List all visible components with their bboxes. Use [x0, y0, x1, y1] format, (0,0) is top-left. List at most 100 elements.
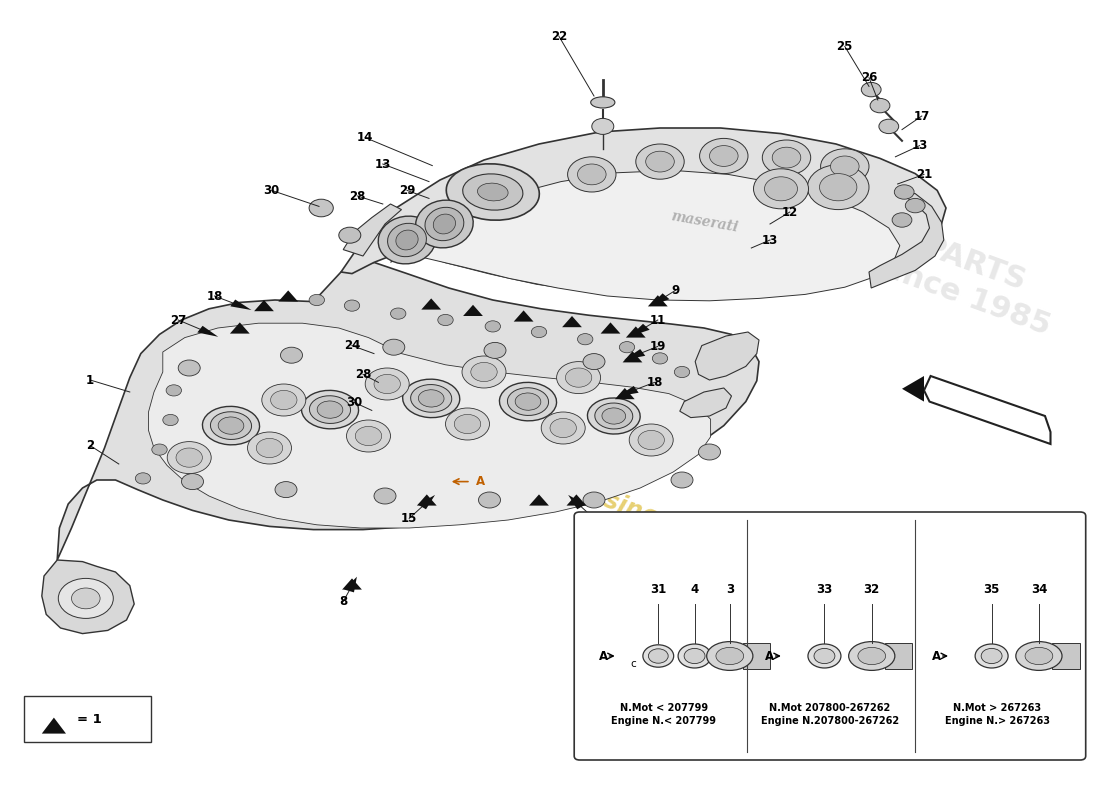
Ellipse shape [210, 412, 252, 439]
Ellipse shape [218, 417, 244, 434]
Text: c: c [630, 659, 636, 669]
Ellipse shape [507, 388, 549, 415]
Polygon shape [230, 299, 252, 310]
Circle shape [446, 408, 490, 440]
FancyBboxPatch shape [574, 512, 1086, 760]
Text: 21: 21 [916, 168, 932, 181]
Circle shape [275, 482, 297, 498]
Circle shape [892, 213, 912, 227]
Ellipse shape [463, 174, 522, 210]
Text: 18: 18 [647, 376, 662, 389]
Text: a passion for parts since 1985: a passion for parts since 1985 [356, 400, 744, 560]
Circle shape [636, 144, 684, 179]
Circle shape [166, 385, 182, 396]
Polygon shape [344, 577, 356, 592]
Text: 24: 24 [344, 339, 360, 352]
Text: 26: 26 [861, 71, 877, 84]
Text: A: A [764, 650, 774, 662]
Polygon shape [648, 295, 668, 306]
Polygon shape [341, 128, 946, 298]
Ellipse shape [410, 385, 452, 412]
Text: 13: 13 [912, 139, 927, 152]
Circle shape [390, 308, 406, 319]
FancyBboxPatch shape [886, 643, 913, 669]
Text: 30: 30 [264, 184, 279, 197]
Ellipse shape [706, 642, 752, 670]
Circle shape [821, 149, 869, 184]
Polygon shape [924, 376, 1050, 444]
Circle shape [462, 356, 506, 388]
Text: A: A [476, 475, 485, 488]
Circle shape [629, 424, 673, 456]
Ellipse shape [515, 393, 541, 410]
Ellipse shape [416, 200, 473, 248]
Text: A: A [932, 650, 942, 662]
Circle shape [339, 227, 361, 243]
Circle shape [256, 438, 283, 458]
Ellipse shape [602, 408, 626, 424]
Text: 25: 25 [837, 40, 852, 53]
Polygon shape [617, 386, 639, 397]
Circle shape [646, 151, 674, 172]
Polygon shape [57, 262, 759, 560]
Polygon shape [624, 349, 646, 360]
Ellipse shape [396, 230, 418, 250]
Ellipse shape [1025, 647, 1053, 665]
Ellipse shape [425, 207, 464, 241]
Circle shape [485, 321, 501, 332]
Ellipse shape [1015, 642, 1062, 670]
Circle shape [471, 362, 497, 382]
Ellipse shape [591, 97, 615, 108]
Circle shape [578, 334, 593, 345]
Circle shape [807, 165, 869, 210]
Text: 4: 4 [691, 583, 698, 596]
Text: 13: 13 [762, 234, 778, 246]
Circle shape [355, 426, 382, 446]
Circle shape [638, 430, 664, 450]
Text: 19: 19 [650, 340, 666, 353]
Circle shape [583, 354, 605, 370]
Circle shape [383, 339, 405, 355]
Circle shape [550, 418, 576, 438]
Polygon shape [626, 326, 646, 338]
Circle shape [698, 444, 720, 460]
Polygon shape [514, 310, 534, 322]
Circle shape [531, 326, 547, 338]
Text: 27: 27 [170, 314, 186, 326]
Ellipse shape [678, 644, 711, 668]
Circle shape [346, 420, 390, 452]
Circle shape [280, 347, 302, 363]
Polygon shape [42, 560, 134, 634]
Polygon shape [601, 322, 620, 334]
Polygon shape [197, 326, 218, 337]
Text: A: A [598, 650, 608, 662]
Circle shape [870, 98, 890, 113]
Polygon shape [421, 298, 441, 310]
Circle shape [754, 169, 808, 209]
Text: 27: 27 [586, 512, 602, 525]
Circle shape [182, 474, 204, 490]
Text: 32: 32 [864, 583, 880, 596]
Circle shape [374, 374, 400, 394]
Text: N.Mot < 207799
Engine N.< 207799: N.Mot < 207799 Engine N.< 207799 [612, 703, 716, 726]
Text: 17: 17 [914, 110, 929, 122]
Ellipse shape [981, 648, 1002, 664]
Polygon shape [148, 323, 711, 528]
Circle shape [454, 414, 481, 434]
Text: 31: 31 [650, 583, 667, 596]
Polygon shape [418, 495, 434, 510]
Circle shape [262, 384, 306, 416]
Polygon shape [390, 170, 900, 301]
Polygon shape [463, 305, 483, 316]
Circle shape [557, 362, 601, 394]
Polygon shape [417, 494, 437, 506]
Text: 2: 2 [86, 439, 95, 452]
Ellipse shape [202, 406, 260, 445]
Circle shape [72, 588, 100, 609]
Text: 3: 3 [726, 583, 734, 596]
Circle shape [894, 185, 914, 199]
Circle shape [568, 157, 616, 192]
Polygon shape [342, 578, 362, 590]
Circle shape [619, 342, 635, 353]
Ellipse shape [403, 379, 460, 418]
